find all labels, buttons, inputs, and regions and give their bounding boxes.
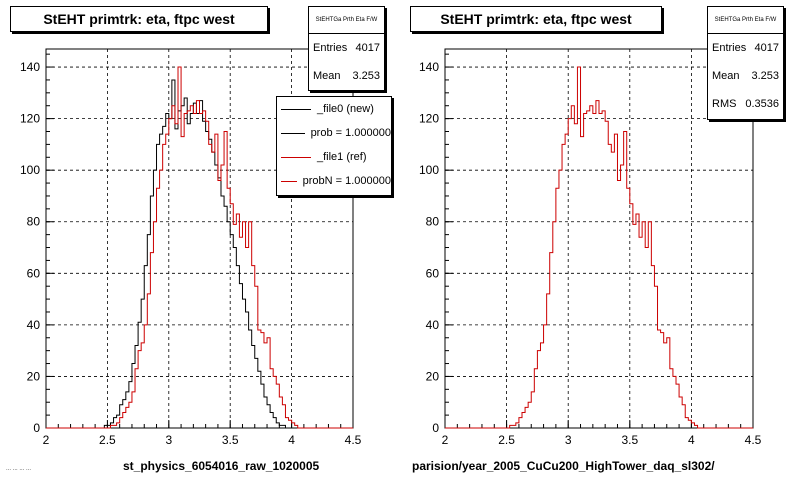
right-y-tick-label: 60: [426, 266, 440, 280]
right-rms-value: 0.3536: [745, 98, 779, 110]
legend-line-file0: [281, 108, 311, 110]
right-x-tick-label: 4.5: [745, 433, 762, 447]
right-entries-value: 4017: [754, 42, 779, 54]
left-entries-value: 4017: [355, 42, 380, 54]
legend-line-probn: [281, 180, 297, 182]
right-y-tick-label: 0: [432, 421, 439, 435]
left-y-tick-label: 60: [27, 266, 41, 280]
legend-item-file0: _file0 (new): [277, 97, 391, 121]
left-x-tick-label: 3: [165, 433, 172, 447]
right-mean-value: 3.253: [751, 70, 779, 82]
left-x-axis-name: st_physics_6054016_raw_1020005: [123, 459, 320, 473]
left-y-tick-label: 20: [27, 369, 41, 383]
right-y-tick-label: 140: [419, 60, 439, 74]
left-x-tick-label: 3.5: [222, 433, 239, 447]
left-x-tick-label: 4.5: [345, 433, 362, 447]
right-mean-label: Mean: [712, 70, 740, 82]
right-y-tick-label: 40: [426, 318, 440, 332]
right-y-tick-label: 100: [419, 163, 439, 177]
left-x-tick-label: 4: [288, 433, 295, 447]
left-y-tick-label: 100: [20, 163, 40, 177]
legend-label-file1: _file1 (ref): [317, 151, 367, 163]
legend-label-prob: prob = 1.000000: [310, 127, 391, 139]
left-entries-label: Entries: [313, 42, 348, 54]
left-y-tick-label: 80: [27, 215, 41, 229]
right-stats-box: StEHTGa Prth Eta F/W Entries 4017 Mean 3.2…: [707, 6, 784, 120]
left-legend: _file0 (new) prob = 1.000000 _file1 (ref…: [276, 96, 392, 196]
left-stats-header: StEHTGa Prth Eta F/W: [309, 7, 384, 34]
left-x-tick-label: 2: [43, 433, 50, 447]
right-x-tick-label: 3: [565, 433, 572, 447]
footer-text: ... ... ... ...: [6, 466, 32, 472]
right-rms-label: RMS: [712, 98, 737, 110]
left-y-tick-label: 40: [27, 318, 41, 332]
legend-label-probn: probN = 1.000000: [302, 175, 391, 187]
left-mean-label: Mean: [313, 70, 341, 82]
left-y-tick-label: 120: [20, 112, 40, 126]
right-y-tick-label: 20: [426, 369, 440, 383]
left-stats-box: StEHTGa Prth Eta F/W Entries 4017 Mean 3.2…: [308, 6, 385, 91]
right-stats-header: StEHTGa Prth Eta F/W: [708, 7, 783, 34]
legend-item-prob: prob = 1.000000: [277, 121, 391, 145]
legend-item-file1: _file1 (ref): [277, 145, 391, 169]
right-entries-label: Entries: [712, 42, 747, 54]
legend-item-probn: probN = 1.000000: [277, 169, 391, 193]
left-x-tick-label: 2.5: [99, 433, 116, 447]
right-x-tick-label: 2: [442, 433, 449, 447]
right-x-tick-label: 4: [688, 433, 695, 447]
right-x-tick-label: 2.5: [498, 433, 515, 447]
right-y-tick-label: 120: [419, 112, 439, 126]
right-x-axis-name: parision/year_2005_CuCu200_HighTower_daq…: [412, 459, 715, 473]
right-chart-title: StEHT primtrk: eta, ftpc west: [410, 6, 662, 32]
left-histogram-ref: [46, 66, 353, 429]
legend-line-file1: [281, 156, 311, 158]
left-mean-value: 3.253: [352, 70, 380, 82]
left-y-tick-label: 140: [20, 60, 40, 74]
legend-label-file0: _file0 (new): [317, 103, 374, 115]
right-histogram-ref: [445, 66, 753, 429]
legend-line-prob: [281, 132, 305, 134]
right-x-tick-label: 3.5: [621, 433, 638, 447]
right-y-tick-label: 80: [426, 215, 440, 229]
left-chart-title: StEHT primtrk: eta, ftpc west: [10, 6, 268, 32]
left-y-tick-label: 0: [33, 421, 40, 435]
